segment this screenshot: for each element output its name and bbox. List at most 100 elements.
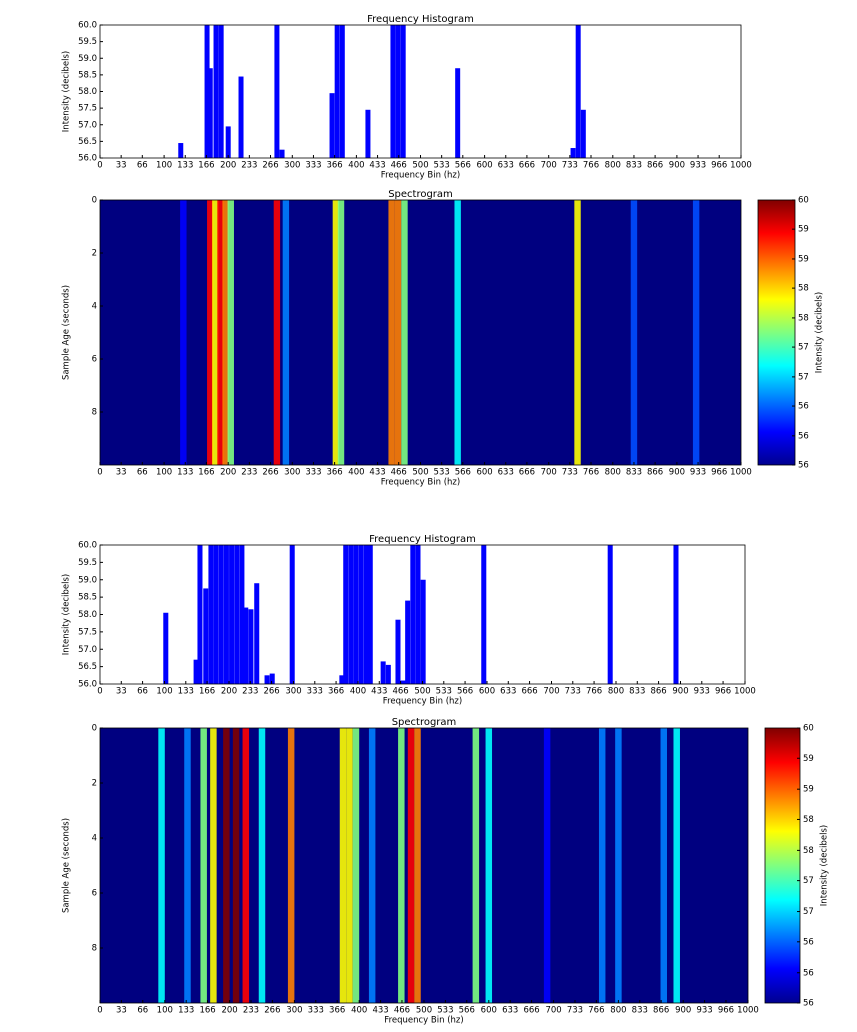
x-tick-label: 400 — [351, 1006, 367, 1016]
y-tick-label: 57.5 — [78, 627, 97, 637]
x-tick-label: 566 — [459, 1006, 475, 1016]
x-tick-label: 200 — [220, 468, 236, 478]
x-tick-label: 400 — [350, 687, 366, 697]
x-tick-label: 600 — [481, 1006, 497, 1016]
colorbar-tick-label: 58 — [798, 313, 809, 323]
x-tick-label: 366 — [328, 687, 344, 697]
bar — [207, 68, 213, 158]
y-tick-label: 6 — [92, 355, 97, 365]
x-tick-label: 300 — [286, 1006, 302, 1016]
x-tick-label: 666 — [519, 468, 535, 478]
heatmap-background — [100, 728, 748, 1003]
x-tick-label: 733 — [567, 1006, 583, 1016]
x-tick-label: 866 — [650, 687, 666, 697]
heatmap-stripe — [180, 200, 187, 465]
x-tick-label: 1000 — [737, 1006, 759, 1016]
colorbar-tick-label: 59 — [798, 254, 809, 264]
x-tick-label: 66 — [137, 468, 148, 478]
colorbar-tick-label: 58 — [803, 815, 814, 825]
bar — [395, 25, 401, 158]
heatmap-stripe — [332, 200, 340, 465]
x-tick-label: 133 — [178, 1006, 194, 1016]
x-tick-label: 966 — [718, 1006, 734, 1016]
x-tick-label: 333 — [307, 687, 323, 697]
x-axis-label: Frequency Bin (hz) — [381, 478, 460, 488]
y-tick-label: 58.5 — [78, 70, 97, 80]
x-tick-label: 133 — [178, 687, 194, 697]
colorbar-label: Intensity (decibels) — [815, 292, 825, 373]
bar — [239, 545, 245, 684]
colorbar-tick-label: 60 — [803, 724, 814, 734]
heatmap-stripe — [273, 200, 281, 465]
x-tick-label: 100 — [156, 687, 172, 697]
x-tick-label: 600 — [476, 468, 492, 478]
heatmap-stripe — [210, 728, 217, 1003]
y-tick-label: 6 — [92, 889, 97, 899]
x-tick-label: 66 — [137, 687, 148, 697]
y-tick-label: 58.5 — [78, 593, 97, 603]
colorbar-tick-label: 56 — [798, 402, 809, 412]
x-tick-label: 766 — [586, 687, 602, 697]
x-tick-label: 966 — [715, 687, 731, 697]
colorbar-tick-label: 59 — [803, 785, 814, 795]
bar — [348, 545, 354, 684]
bar — [367, 545, 373, 684]
x-tick-label: 866 — [647, 161, 663, 171]
x-tick-label: 666 — [523, 1006, 539, 1016]
bar — [395, 619, 401, 684]
x-tick-label: 466 — [394, 1006, 410, 1016]
y-tick-label: 59.5 — [78, 37, 97, 47]
heatmap-stripe — [258, 728, 266, 1003]
heatmap-stripe — [407, 728, 415, 1003]
x-tick-label: 333 — [305, 161, 321, 171]
x-tick-label: 166 — [198, 468, 214, 478]
bar — [410, 545, 416, 684]
x-axis-label: Frequency Bin (hz) — [383, 697, 462, 707]
x-tick-label: 533 — [436, 687, 452, 697]
heatmap-stripe — [287, 728, 295, 1003]
x-tick-label: 633 — [502, 1006, 518, 1016]
heatmap-stripe — [200, 728, 207, 1003]
colorbar-tick-label: 60 — [798, 196, 809, 206]
x-tick-label: 800 — [610, 1006, 626, 1016]
x-tick-label: 1000 — [730, 468, 752, 478]
heatmap-stripe — [615, 728, 622, 1003]
heatmap-stripe — [630, 200, 638, 465]
y-tick-label: 57.5 — [78, 104, 97, 114]
y-tick-label: 60.0 — [78, 541, 97, 551]
colorbar-tick-label: 57 — [798, 343, 809, 353]
x-tick-label: 200 — [220, 161, 236, 171]
y-tick-label: 58.0 — [78, 87, 97, 97]
heatmap-stripe — [212, 200, 219, 465]
bar — [334, 25, 340, 158]
x-tick-label: 766 — [588, 1006, 604, 1016]
x-tick-label: 866 — [653, 1006, 669, 1016]
heatmap-stripe — [574, 200, 581, 465]
x-tick-label: 200 — [221, 1006, 237, 1016]
y-tick-label: 60.0 — [78, 21, 97, 31]
heatmap-stripe — [222, 200, 229, 465]
bar — [339, 25, 345, 158]
colorbar-tick-label: 57 — [803, 876, 814, 886]
chart-title: Spectrogram — [392, 717, 457, 728]
y-tick-label: 56.5 — [78, 137, 97, 147]
bar — [358, 545, 364, 684]
y-tick-label: 4 — [92, 834, 97, 844]
y-tick-label: 56.0 — [78, 680, 97, 690]
x-tick-label: 533 — [434, 468, 450, 478]
y-tick-label: 59.0 — [78, 54, 97, 64]
bar — [218, 545, 224, 684]
colorbar-tick-label: 56 — [803, 968, 814, 978]
x-tick-label: 466 — [391, 161, 407, 171]
y-axis-label: Sample Age (seconds) — [62, 818, 72, 913]
heatmap-stripe — [368, 728, 376, 1003]
colorbar-tick-label: 56 — [803, 999, 814, 1009]
x-tick-label: 933 — [690, 468, 706, 478]
x-tick-label: 166 — [199, 687, 215, 697]
colorbar-tick-label: 59 — [803, 754, 814, 764]
x-tick-label: 33 — [116, 468, 127, 478]
x-tick-label: 833 — [626, 161, 642, 171]
bar — [193, 659, 199, 684]
y-tick-label: 59.0 — [78, 575, 97, 585]
x-tick-label: 700 — [541, 468, 557, 478]
